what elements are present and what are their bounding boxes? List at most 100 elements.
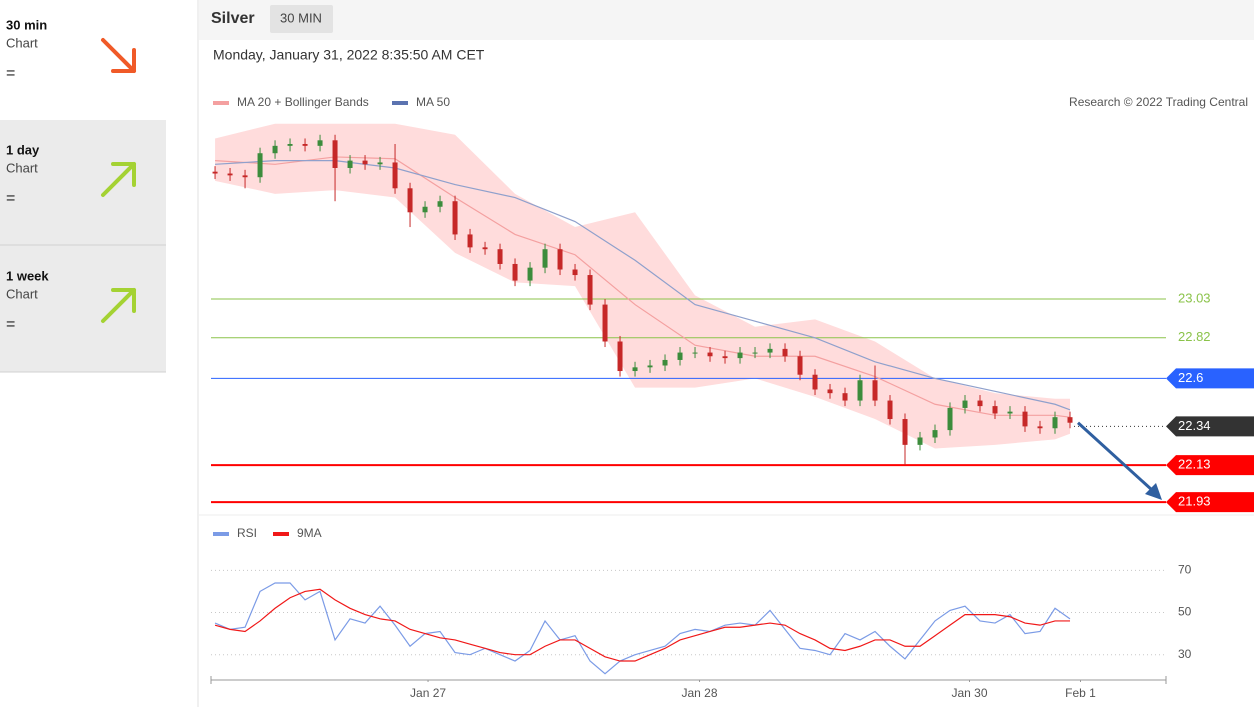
candle-body — [722, 356, 728, 359]
candle-body — [977, 400, 983, 407]
candle-body — [362, 160, 368, 165]
level-badge — [1166, 416, 1254, 437]
level-label: 22.6 — [1178, 370, 1203, 385]
legend-swatch — [213, 532, 229, 536]
candle-body — [752, 352, 758, 354]
candle-body — [212, 171, 218, 174]
candle-body — [332, 140, 338, 168]
candle-body — [1052, 417, 1058, 429]
candle-body — [692, 352, 698, 354]
level-badge — [1166, 492, 1254, 513]
level-label: 23.03 — [1178, 290, 1211, 305]
series-line — [214, 588, 1071, 662]
candle-body — [917, 437, 923, 445]
timestamp: Monday, January 31, 2022 8:35:50 AM CET — [213, 47, 485, 63]
level-label: 22.82 — [1178, 329, 1211, 344]
candle-body — [302, 143, 308, 146]
legend-label: MA 50 — [416, 95, 450, 109]
candle-body — [932, 430, 938, 438]
candle-body — [257, 153, 263, 178]
candle-body — [827, 389, 833, 394]
x-tick-label: Feb 1 — [1065, 686, 1096, 700]
y-tick-label: 30 — [1178, 647, 1192, 661]
header-bar — [199, 0, 1254, 40]
candle-body — [1022, 411, 1028, 427]
candle-body — [1037, 426, 1043, 429]
candle-body — [557, 249, 563, 270]
bollinger-band — [215, 123, 1071, 449]
arrow-down — [101, 38, 136, 73]
kind: Chart — [6, 286, 38, 301]
candle-body — [527, 267, 533, 281]
candle-body — [497, 249, 503, 264]
legend-swatch — [392, 101, 408, 105]
arrow-up — [101, 288, 136, 323]
y-tick-label: 70 — [1178, 562, 1192, 576]
signal: = — [6, 190, 15, 207]
legend-swatch — [213, 101, 229, 105]
candle-body — [947, 407, 953, 431]
legend-swatch — [273, 532, 289, 536]
candle-body — [797, 356, 803, 375]
candle-body — [482, 247, 488, 250]
candle-body — [617, 341, 623, 372]
candle-body — [437, 201, 443, 207]
candle-body — [272, 145, 278, 154]
candle-body — [782, 348, 788, 357]
kind: Chart — [6, 160, 38, 175]
kind: Chart — [6, 35, 38, 50]
candle-body — [377, 162, 383, 165]
level-label: 22.13 — [1178, 457, 1211, 472]
candle-body — [227, 173, 233, 176]
candle-body — [737, 352, 743, 359]
arrow-up — [101, 162, 136, 197]
candle-body — [647, 365, 653, 368]
level-badge — [1166, 368, 1254, 389]
candle-body — [347, 160, 353, 168]
instrument: Silver — [211, 10, 255, 27]
x-tick-label: Jan 28 — [682, 686, 718, 700]
candle-body — [1007, 411, 1013, 414]
candle-body — [677, 352, 683, 360]
candle-body — [812, 374, 818, 390]
sidebar-item-bg — [0, 245, 166, 372]
candle-body — [572, 269, 578, 276]
candle-body — [1067, 417, 1073, 423]
period[interactable]: 1 week — [6, 268, 49, 283]
legend-label: MA 20 + Bollinger Bands — [237, 95, 369, 109]
series-line — [214, 582, 1071, 675]
candle-body — [872, 380, 878, 401]
candle-body — [422, 206, 428, 213]
candle-body — [242, 175, 248, 178]
candle-body — [707, 352, 713, 357]
sidebar-item-bg — [0, 120, 166, 245]
period[interactable]: 30 min — [6, 17, 47, 32]
candle-body — [767, 348, 773, 353]
candle-body — [467, 234, 473, 248]
level-label: 22.34 — [1178, 418, 1211, 433]
candle-body — [317, 140, 323, 146]
level-badge — [1166, 455, 1254, 476]
y-tick-label: 50 — [1178, 605, 1192, 619]
signal: = — [6, 65, 15, 82]
candle-body — [407, 188, 413, 213]
trend-arrows — [101, 38, 136, 323]
candle-body — [662, 359, 668, 366]
period[interactable]: 1 day — [6, 142, 40, 157]
candle-body — [842, 393, 848, 401]
candle-body — [287, 143, 293, 146]
legend-label: RSI — [237, 526, 257, 540]
timeframe-box[interactable] — [270, 5, 333, 33]
candle-body — [902, 419, 908, 445]
candle-body — [542, 249, 548, 268]
candle-body — [887, 400, 893, 420]
candle-body — [512, 263, 518, 281]
credit: Research © 2022 Trading Central — [1069, 95, 1248, 109]
forecast-arrowhead — [1145, 483, 1162, 500]
candle-body — [632, 367, 638, 372]
level-label: 21.93 — [1178, 494, 1211, 509]
timeframe[interactable]: 30 MIN — [280, 10, 322, 25]
forecast-arrow — [1076, 421, 1154, 492]
candle-body — [857, 380, 863, 401]
